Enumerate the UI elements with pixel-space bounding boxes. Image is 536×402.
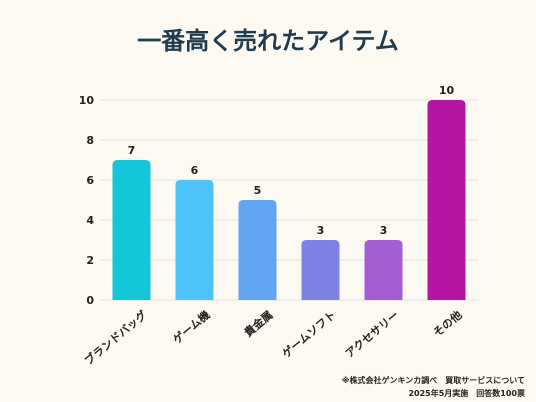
y-tick-label: 6: [86, 174, 94, 187]
y-tick-label: 0: [86, 294, 94, 307]
y-tick-label: 4: [86, 214, 94, 227]
data-label: 10: [439, 84, 455, 97]
category-labels: ブランドバッグ ゲーム機 貴金属 ゲームソフト アクセサリー その他: [81, 308, 464, 368]
data-label: 3: [380, 224, 388, 237]
bar: [427, 100, 466, 300]
category-label: ゲーム機: [170, 308, 212, 347]
grid-lines: [100, 99, 478, 301]
bar: [238, 200, 277, 300]
y-tick-label: 10: [79, 94, 95, 107]
bar: [301, 240, 340, 300]
bar: [175, 180, 214, 300]
data-label: 7: [128, 144, 136, 157]
bar: [364, 240, 403, 300]
category-label: アクセサリー: [343, 308, 401, 360]
source-note: ※株式会社ゲンキンカ調べ 買取サービスについて: [342, 375, 525, 385]
y-tick-label: 8: [86, 134, 94, 147]
survey-note: 2025年5月実施 回答数100票: [408, 388, 525, 398]
data-label: 6: [191, 164, 199, 177]
y-axis-ticks: 0 2 4 6 8 10: [79, 94, 95, 307]
y-tick-label: 2: [86, 254, 94, 267]
chart-title: 一番高く売れたアイテム: [137, 27, 399, 55]
category-label: ブランドバッグ: [81, 308, 149, 368]
data-labels: 7 6 5 3 3 10: [128, 84, 455, 237]
category-label: 貴金属: [241, 308, 275, 340]
data-label: 3: [317, 224, 325, 237]
category-label: その他: [430, 308, 464, 340]
bar: [112, 160, 151, 300]
category-label: ゲームソフト: [279, 308, 338, 361]
bars: [112, 100, 466, 300]
data-label: 5: [254, 184, 262, 197]
